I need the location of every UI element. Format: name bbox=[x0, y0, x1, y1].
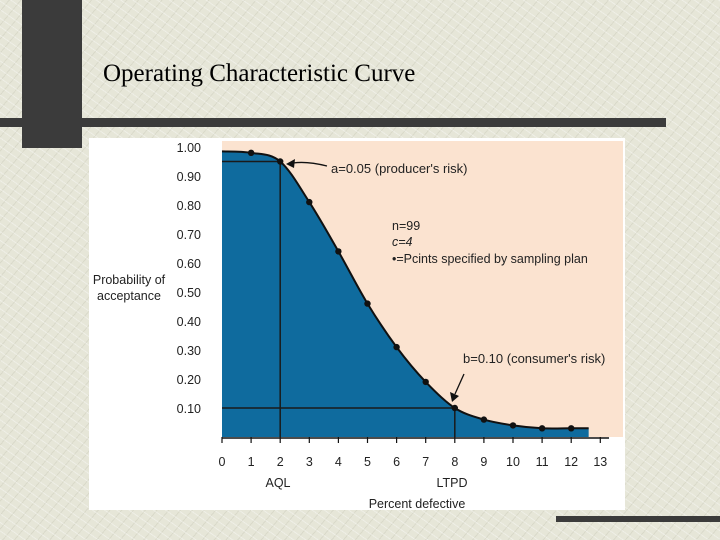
x-tick-label-8: 8 bbox=[451, 455, 458, 469]
producer-risk-arrow bbox=[292, 161, 328, 167]
data-point-7 bbox=[451, 404, 458, 412]
y-tick-label-7: 0.30 bbox=[177, 344, 201, 358]
y-tick-labels: 1.00 0.90 0.80 0.70 0.60 0.50 0.40 0.30 0.20 0.10 bbox=[177, 141, 201, 416]
x-tick-label-12: 12 bbox=[564, 455, 578, 469]
data-point-2 bbox=[306, 198, 313, 206]
ltpd-label: LTPD bbox=[436, 476, 467, 490]
data-point-11 bbox=[568, 425, 575, 432]
producer-risk-annotation: a=0.05 (producer's risk) bbox=[331, 161, 468, 176]
y-tick-label-1: 0.90 bbox=[177, 170, 201, 184]
slide-title: Operating Characteristic Curve bbox=[103, 60, 416, 87]
x-tick-label-5: 5 bbox=[364, 455, 371, 469]
consumer-risk-arrowhead bbox=[450, 392, 459, 402]
y-tick-label-2: 0.80 bbox=[177, 199, 201, 213]
data-point-3 bbox=[335, 248, 342, 255]
y-axis-label-line2: acceptance bbox=[97, 289, 161, 303]
data-point-0 bbox=[247, 149, 255, 156]
x-tick-label-11: 11 bbox=[536, 455, 549, 469]
x-tick-label-0: 0 bbox=[219, 455, 226, 469]
x-tick-label-6: 6 bbox=[393, 455, 400, 469]
plan-points-annotation: •=Pcints specified by sampling plan bbox=[392, 252, 588, 266]
y-tick-label-3: 0.70 bbox=[177, 228, 201, 242]
bottom-corner-rule bbox=[556, 516, 720, 522]
data-point-9 bbox=[509, 422, 517, 429]
chart-figure: 1.00 0.90 0.80 0.70 0.60 0.50 0.40 0.30 0.20 0.10… bbox=[89, 138, 625, 510]
acceptance-area bbox=[222, 151, 589, 437]
y-tick-label-0: 1.00 bbox=[177, 141, 201, 155]
x-tick-labels: 0 1 2 3 4 5 6 7 8 9 10 11 12 13 bbox=[219, 437, 607, 469]
data-point-10 bbox=[538, 425, 546, 432]
plan-c-annotation: c=4 bbox=[392, 235, 413, 249]
aql-label: AQL bbox=[265, 476, 290, 490]
oc-curve-chart: 1.00 0.90 0.80 0.70 0.60 0.50 0.40 0.30 0.20 0.10… bbox=[93, 141, 623, 510]
x-tick-label-4: 4 bbox=[335, 455, 342, 469]
title-divider-rule bbox=[0, 118, 666, 127]
x-tick-label-3: 3 bbox=[306, 455, 313, 469]
data-point-1 bbox=[277, 158, 284, 165]
y-tick-label-9: 0.10 bbox=[177, 402, 201, 416]
x-tick-label-2: 2 bbox=[277, 455, 284, 469]
y-tick-label-5: 0.50 bbox=[177, 286, 201, 300]
y-tick-label-8: 0.20 bbox=[177, 373, 201, 387]
x-tick-label-9: 9 bbox=[480, 455, 487, 469]
x-axis-label: Percent defective bbox=[369, 497, 466, 510]
reference-lines bbox=[222, 160, 456, 437]
y-axis-label-line1: Probability of bbox=[93, 273, 166, 287]
data-point-4 bbox=[364, 300, 371, 307]
producer-risk-arrowhead bbox=[286, 159, 295, 168]
y-tick-label-4: 0.60 bbox=[177, 257, 201, 271]
data-point-5 bbox=[393, 343, 400, 351]
consumer-risk-arrow bbox=[454, 373, 465, 395]
data-point-6 bbox=[422, 378, 429, 386]
y-tick-label-6: 0.40 bbox=[177, 315, 201, 329]
x-tick-label-1: 1 bbox=[248, 455, 255, 469]
plan-n-annotation: n=99 bbox=[392, 219, 420, 233]
x-tick-label-7: 7 bbox=[422, 455, 429, 469]
consumer-risk-annotation: b=0.10 (consumer's risk) bbox=[463, 351, 605, 366]
data-point-8 bbox=[480, 416, 488, 423]
data-points bbox=[247, 149, 575, 432]
x-tick-label-10: 10 bbox=[506, 455, 520, 469]
x-tick-label-13: 13 bbox=[593, 455, 607, 469]
